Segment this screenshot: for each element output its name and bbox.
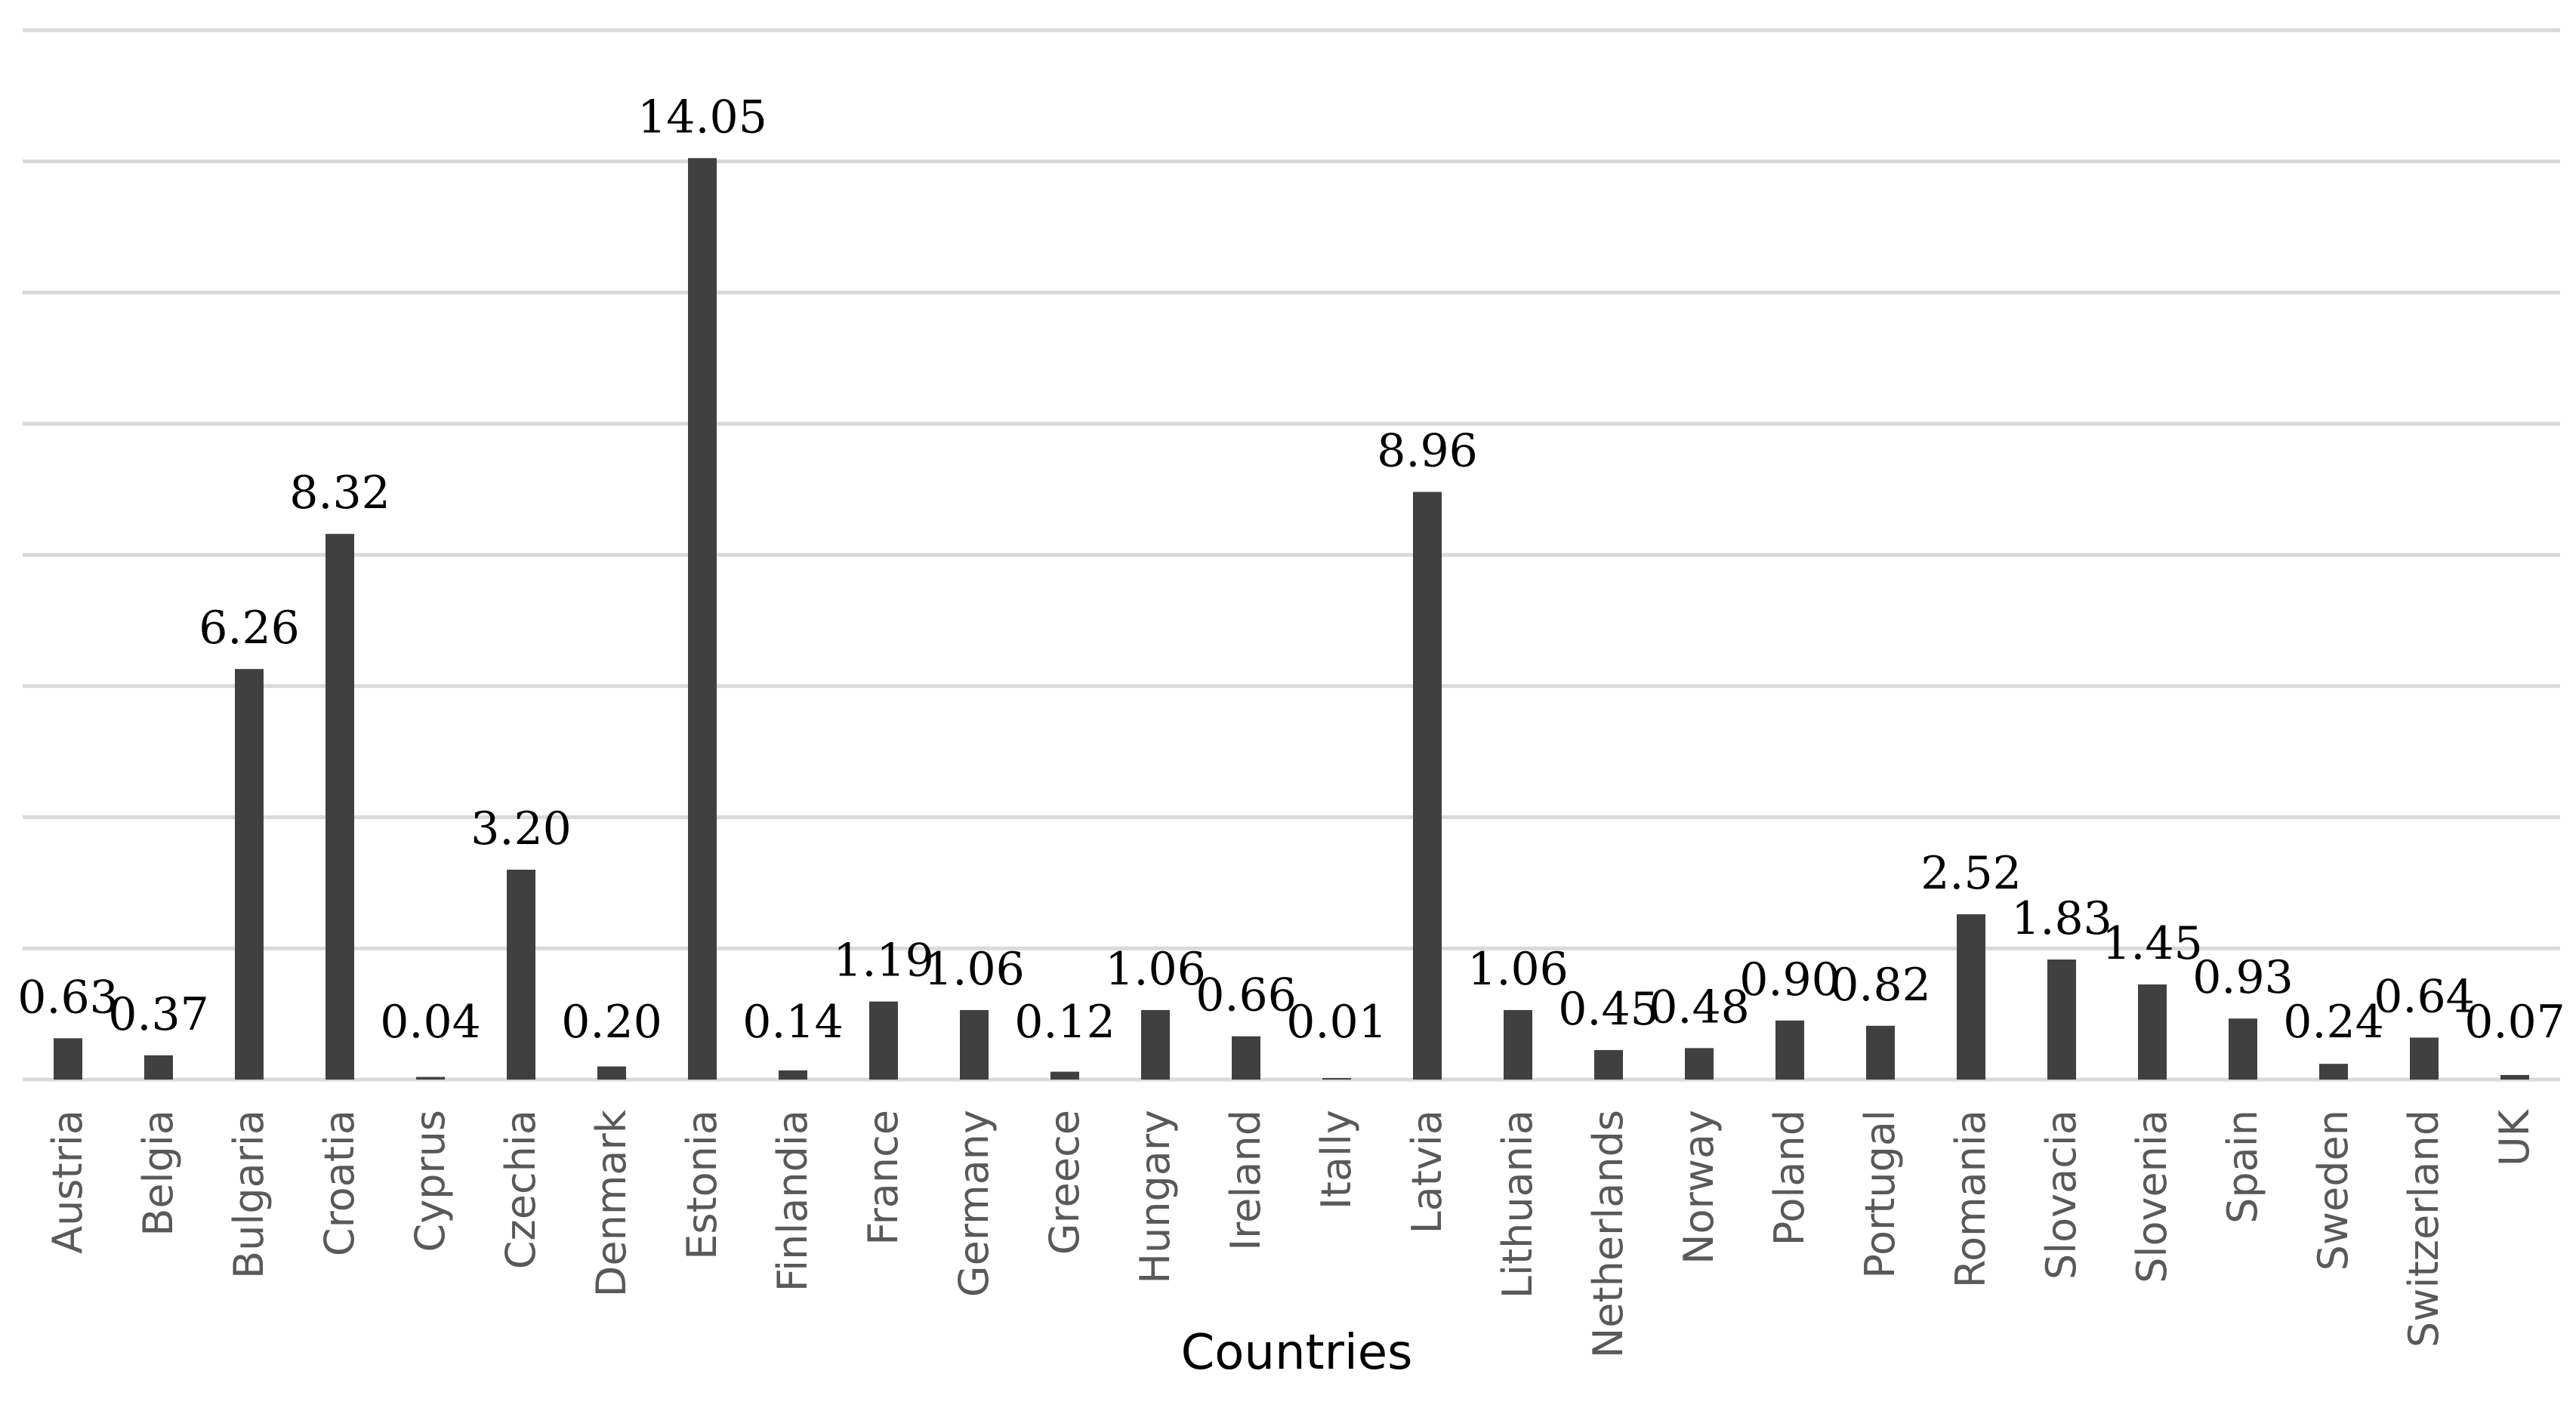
x-tick-label-netherlands: Netherlands — [1584, 1110, 1632, 1358]
data-label-sweden: 0.24 — [2283, 996, 2384, 1049]
bar-france — [869, 1001, 898, 1080]
x-tick-label-cyprus: Cyprus — [406, 1110, 454, 1252]
x-tick-label-germany: Germany — [950, 1110, 998, 1297]
bar-itally — [1322, 1078, 1351, 1080]
bar-spain — [2229, 1018, 2257, 1080]
bar-cyprus — [416, 1077, 445, 1080]
data-label-spain: 0.93 — [2192, 951, 2294, 1004]
data-label-poland: 0.90 — [1739, 953, 1840, 1006]
data-label-ireland: 0.66 — [1195, 969, 1297, 1022]
x-tick-label-bulgaria: Bulgaria — [225, 1110, 273, 1279]
data-label-itally: 0.01 — [1286, 996, 1387, 1049]
data-label-uk: 0.07 — [2464, 996, 2565, 1049]
data-label-france: 1.19 — [833, 935, 934, 987]
x-tick-label-lithuania: Lithuania — [1494, 1110, 1541, 1298]
bar-netherlands — [1594, 1049, 1623, 1080]
bar-finlandia — [779, 1070, 807, 1080]
data-label-bulgaria: 6.26 — [199, 602, 300, 655]
bar-sweden — [2319, 1064, 2348, 1080]
bar-czechia — [507, 870, 535, 1080]
x-tick-label-denmark: Denmark — [588, 1109, 635, 1297]
x-tick-label-france: France — [859, 1110, 907, 1246]
bars — [54, 158, 2529, 1080]
x-tick-label-greece: Greece — [1041, 1110, 1088, 1255]
gridlines — [23, 28, 2560, 1082]
x-tick-label-uk: UK — [2491, 1108, 2538, 1166]
data-label-norway: 0.48 — [1649, 981, 1750, 1034]
bar-germany — [960, 1009, 989, 1080]
x-tick-label-sweden: Sweden — [2309, 1110, 2357, 1271]
x-tick-label-hungary: Hungary — [1131, 1110, 1179, 1284]
bar-denmark — [597, 1066, 626, 1080]
bar-belgia — [144, 1055, 173, 1080]
x-tick-labels: Austria Belgia Bulgaria Croatia Cyprus Czechi… — [44, 1108, 2538, 1358]
bar-romania — [1957, 914, 1985, 1080]
data-label-greece: 0.12 — [1014, 996, 1115, 1049]
data-label-denmark: 0.20 — [561, 996, 662, 1049]
bar-estonia — [688, 158, 717, 1080]
bar-bulgaria — [235, 669, 264, 1080]
data-label-czechia: 3.20 — [470, 802, 572, 855]
data-label-belgia: 0.37 — [108, 988, 209, 1041]
bar-austria — [54, 1038, 82, 1080]
bar-portugal — [1866, 1025, 1895, 1080]
bar-poland — [1775, 1020, 1804, 1080]
data-label-germany: 1.06 — [924, 943, 1025, 996]
x-tick-label-croatia: Croatia — [316, 1110, 363, 1256]
data-label-slovenia: 1.45 — [2102, 917, 2203, 970]
x-tick-label-portugal: Portugal — [1856, 1110, 1904, 1279]
x-tick-label-itally: Itally — [1313, 1110, 1360, 1209]
bar-uk — [2500, 1074, 2529, 1080]
bar-slovacia — [2047, 960, 2076, 1080]
x-tick-label-estonia: Estonia — [678, 1110, 726, 1260]
x-tick-label-austria: Austria — [44, 1110, 91, 1254]
bar-slovenia — [2138, 984, 2167, 1080]
data-label-portugal: 0.82 — [1830, 959, 1931, 1012]
x-tick-label-poland: Poland — [1766, 1110, 1813, 1246]
data-label-lithuania: 1.06 — [1467, 943, 1569, 996]
x-tick-label-norway: Norway — [1675, 1110, 1723, 1265]
data-label-hungary: 1.06 — [1105, 943, 1206, 996]
x-tick-label-czechia: Czechia — [497, 1110, 545, 1269]
x-tick-label-switzerland: Switzerland — [2400, 1110, 2448, 1348]
data-label-latvia: 8.96 — [1377, 425, 1478, 478]
data-label-cyprus: 0.04 — [380, 996, 481, 1049]
x-tick-label-latvia: Latvia — [1403, 1110, 1451, 1234]
x-tick-label-spain: Spain — [2219, 1110, 2266, 1224]
x-tick-label-belgia: Belgia — [134, 1110, 182, 1237]
x-tick-label-ireland: Ireland — [1222, 1110, 1269, 1251]
data-label-netherlands: 0.45 — [1558, 983, 1659, 1036]
x-tick-label-slovacia: Slovacia — [2038, 1110, 2085, 1280]
bar-greece — [1050, 1071, 1079, 1080]
data-label-switzerland: 0.64 — [2374, 970, 2475, 1023]
x-tick-label-finlandia: Finlandia — [769, 1110, 816, 1292]
data-label-slovacia: 1.83 — [2011, 892, 2112, 945]
bar-switzerland — [2410, 1037, 2439, 1080]
bar-croatia — [325, 534, 354, 1080]
data-label-croatia: 8.32 — [289, 467, 390, 519]
data-label-austria: 0.63 — [17, 971, 119, 1024]
bar-norway — [1685, 1048, 1714, 1080]
bar-hungary — [1141, 1009, 1170, 1080]
bar-latvia — [1413, 491, 1442, 1080]
data-label-romania: 2.52 — [1920, 847, 2022, 900]
data-labels: 0.630.37 6.26 8.32 0.04 3.20 0.20 14.05 0.14 1.1… — [17, 91, 2565, 1049]
x-axis-title: Countries — [1181, 1325, 1413, 1381]
x-tick-label-romania: Romania — [1947, 1110, 1994, 1288]
x-tick-label-slovenia: Slovenia — [2128, 1110, 2176, 1283]
bar-lithuania — [1504, 1009, 1532, 1080]
data-label-finlandia: 0.14 — [742, 996, 844, 1049]
bar-ireland — [1232, 1036, 1260, 1080]
data-label-estonia: 14.05 — [637, 91, 767, 143]
